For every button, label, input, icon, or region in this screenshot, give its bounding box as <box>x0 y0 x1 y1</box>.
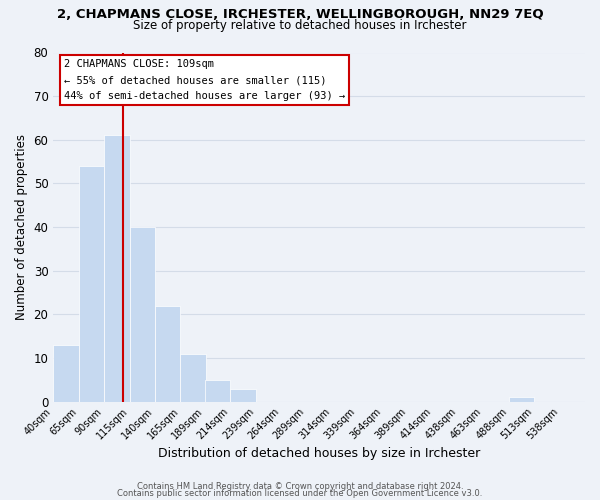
Text: Size of property relative to detached houses in Irchester: Size of property relative to detached ho… <box>133 19 467 32</box>
Bar <box>79 166 104 402</box>
Bar <box>205 380 230 402</box>
Bar <box>155 306 181 402</box>
Text: 2, CHAPMANS CLOSE, IRCHESTER, WELLINGBOROUGH, NN29 7EQ: 2, CHAPMANS CLOSE, IRCHESTER, WELLINGBOR… <box>56 8 544 20</box>
Text: Contains public sector information licensed under the Open Government Licence v3: Contains public sector information licen… <box>118 488 482 498</box>
Bar <box>509 398 534 402</box>
Bar <box>181 354 206 402</box>
Bar <box>230 388 256 402</box>
X-axis label: Distribution of detached houses by size in Irchester: Distribution of detached houses by size … <box>158 447 480 460</box>
Text: Contains HM Land Registry data © Crown copyright and database right 2024.: Contains HM Land Registry data © Crown c… <box>137 482 463 491</box>
Bar <box>104 136 130 402</box>
Bar <box>130 227 155 402</box>
Bar <box>53 345 79 402</box>
Text: 2 CHAPMANS CLOSE: 109sqm
← 55% of detached houses are smaller (115)
44% of semi-: 2 CHAPMANS CLOSE: 109sqm ← 55% of detach… <box>64 60 345 100</box>
Y-axis label: Number of detached properties: Number of detached properties <box>15 134 28 320</box>
